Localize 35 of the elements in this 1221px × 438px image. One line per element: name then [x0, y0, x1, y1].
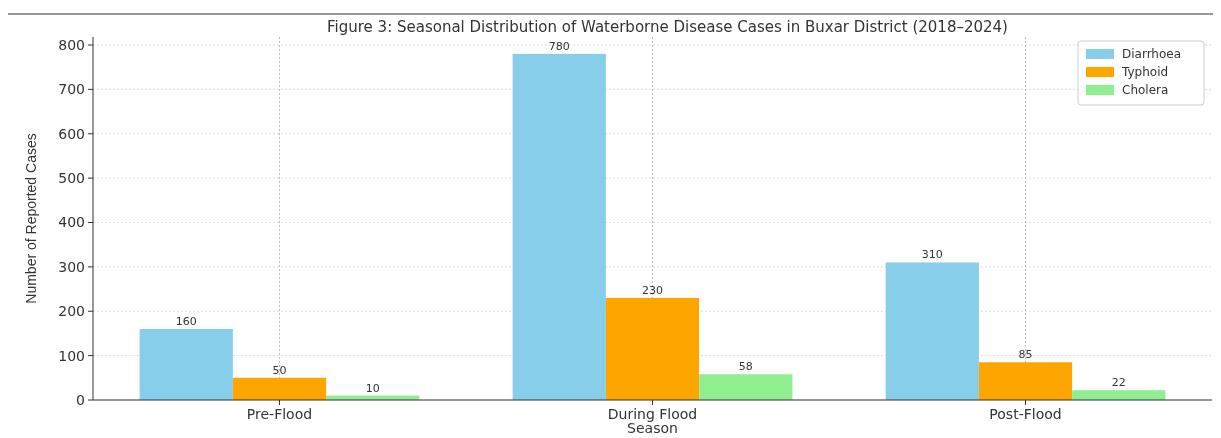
y-tick-label: 300 — [58, 258, 85, 275]
chart-title: Figure 3: Seasonal Distribution of Waterborne Disease Cases in Buxar District (2018–2024) — [327, 18, 1008, 36]
bar — [139, 329, 233, 400]
bar — [1072, 390, 1166, 400]
data-label: 58 — [738, 360, 753, 374]
y-tick-label: 700 — [58, 81, 85, 98]
y-axis-title: Number of Reported Cases — [23, 133, 39, 304]
bar — [699, 374, 793, 400]
y-tick-label: 200 — [58, 303, 85, 320]
y-tick-label: 400 — [58, 214, 85, 231]
x-tick-label: Post-Flood — [989, 406, 1062, 422]
legend-label: Cholera — [1122, 83, 1169, 98]
y-tick-label: 0 — [76, 391, 85, 408]
bar — [978, 362, 1073, 400]
legend-label: Typhoid — [1121, 65, 1169, 80]
y-tick-label: 500 — [58, 170, 85, 187]
bar — [605, 297, 700, 400]
x-axis-title: Season — [627, 420, 678, 436]
y-tick-label: 800 — [58, 36, 85, 53]
bar — [512, 53, 606, 400]
y-tick-label: 600 — [58, 125, 85, 142]
legend-label: Diarrhoea — [1122, 47, 1182, 62]
data-label: 85 — [1018, 348, 1033, 362]
data-label: 310 — [921, 248, 943, 262]
y-tick-label: 100 — [58, 347, 85, 364]
data-label: 50 — [272, 363, 287, 377]
data-label: 22 — [1111, 376, 1126, 390]
x-tick-label: Pre-Flood — [246, 406, 313, 422]
bar — [232, 377, 327, 400]
bar — [885, 262, 979, 400]
x-tick-label: During Flood — [607, 406, 698, 422]
data-label: 230 — [642, 283, 663, 297]
data-label: 780 — [548, 39, 570, 53]
data-label: 160 — [175, 315, 197, 328]
data-label: 10 — [365, 381, 380, 395]
